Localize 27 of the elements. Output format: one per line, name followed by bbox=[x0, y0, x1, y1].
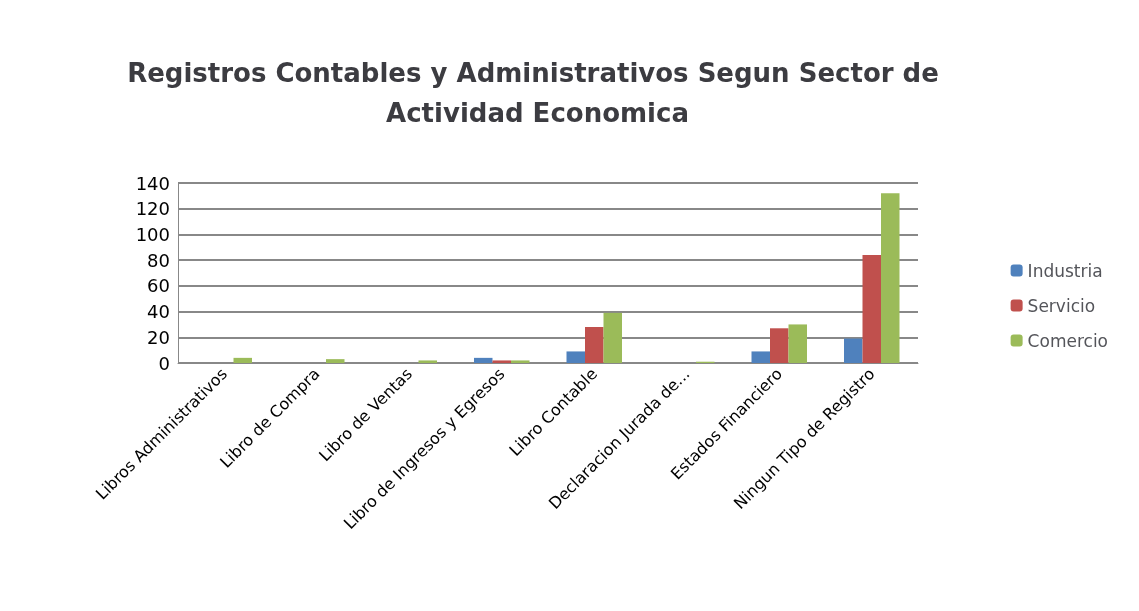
y-tick-label: 140 bbox=[135, 172, 170, 194]
bar bbox=[418, 360, 437, 363]
bar bbox=[511, 360, 530, 363]
chart-title: Registros Contables y Administrativos Segun Sector de Actividad Economica bbox=[127, 58, 939, 128]
bar bbox=[233, 357, 252, 363]
bar bbox=[844, 338, 863, 363]
legend-label: Comercio bbox=[1027, 330, 1109, 351]
y-tick-label: 40 bbox=[147, 301, 170, 323]
bar bbox=[474, 357, 493, 363]
legend-label: Servicio bbox=[1027, 295, 1096, 316]
bar bbox=[585, 327, 604, 363]
bar bbox=[326, 359, 345, 363]
bar bbox=[862, 255, 881, 363]
bar bbox=[603, 312, 622, 363]
y-tick-label: 100 bbox=[135, 223, 170, 245]
bar bbox=[566, 351, 585, 363]
bar bbox=[770, 328, 789, 363]
bar bbox=[788, 324, 807, 363]
bar bbox=[492, 360, 511, 363]
bar bbox=[751, 351, 770, 363]
legend-label: Industria bbox=[1027, 260, 1103, 281]
y-tick-label: 80 bbox=[147, 249, 170, 271]
y-tick-label: 20 bbox=[147, 326, 170, 348]
y-tick-label: 60 bbox=[147, 275, 170, 297]
y-tick-label: 120 bbox=[135, 198, 170, 220]
y-tick-label: 0 bbox=[158, 352, 170, 374]
bar bbox=[881, 193, 900, 363]
